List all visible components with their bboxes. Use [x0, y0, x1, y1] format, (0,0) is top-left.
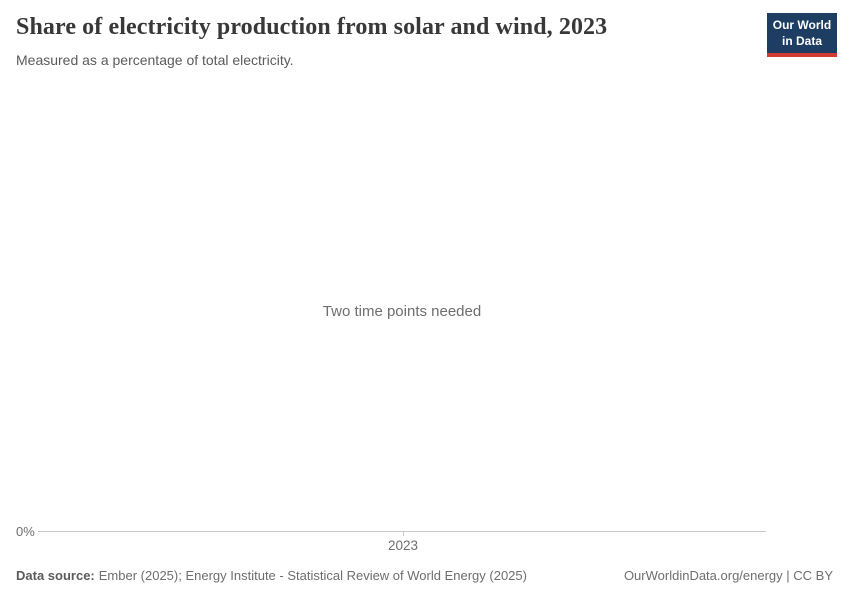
chart-footer: Data source: Ember (2025); Energy Institu… — [16, 568, 833, 583]
x-axis-tick-mark — [403, 531, 404, 536]
license-link[interactable]: OurWorldinData.org/energy | CC BY — [623, 568, 833, 583]
data-source-label: Data source: — [16, 568, 95, 583]
chart-empty-message: Two time points needed — [322, 303, 482, 320]
page-subtitle: Measured as a percentage of total electr… — [16, 52, 294, 68]
data-source-note: Data source: Ember (2025); Energy Institu… — [16, 568, 527, 583]
page-title: Share of electricity production from sol… — [16, 14, 608, 40]
owid-logo[interactable]: Our World in Data — [767, 13, 837, 58]
owid-logo-line2: in Data — [781, 33, 822, 48]
chart-plot-area: Two time points needed — [38, 90, 766, 531]
x-axis-tick-label: 2023 — [387, 538, 419, 553]
y-axis-tick-label: 0% — [16, 524, 35, 539]
data-source-text: Ember (2025); Energy Institute - Statist… — [98, 568, 527, 583]
owid-logo-line1: Our World — [772, 18, 832, 32]
x-axis-line — [38, 531, 766, 532]
